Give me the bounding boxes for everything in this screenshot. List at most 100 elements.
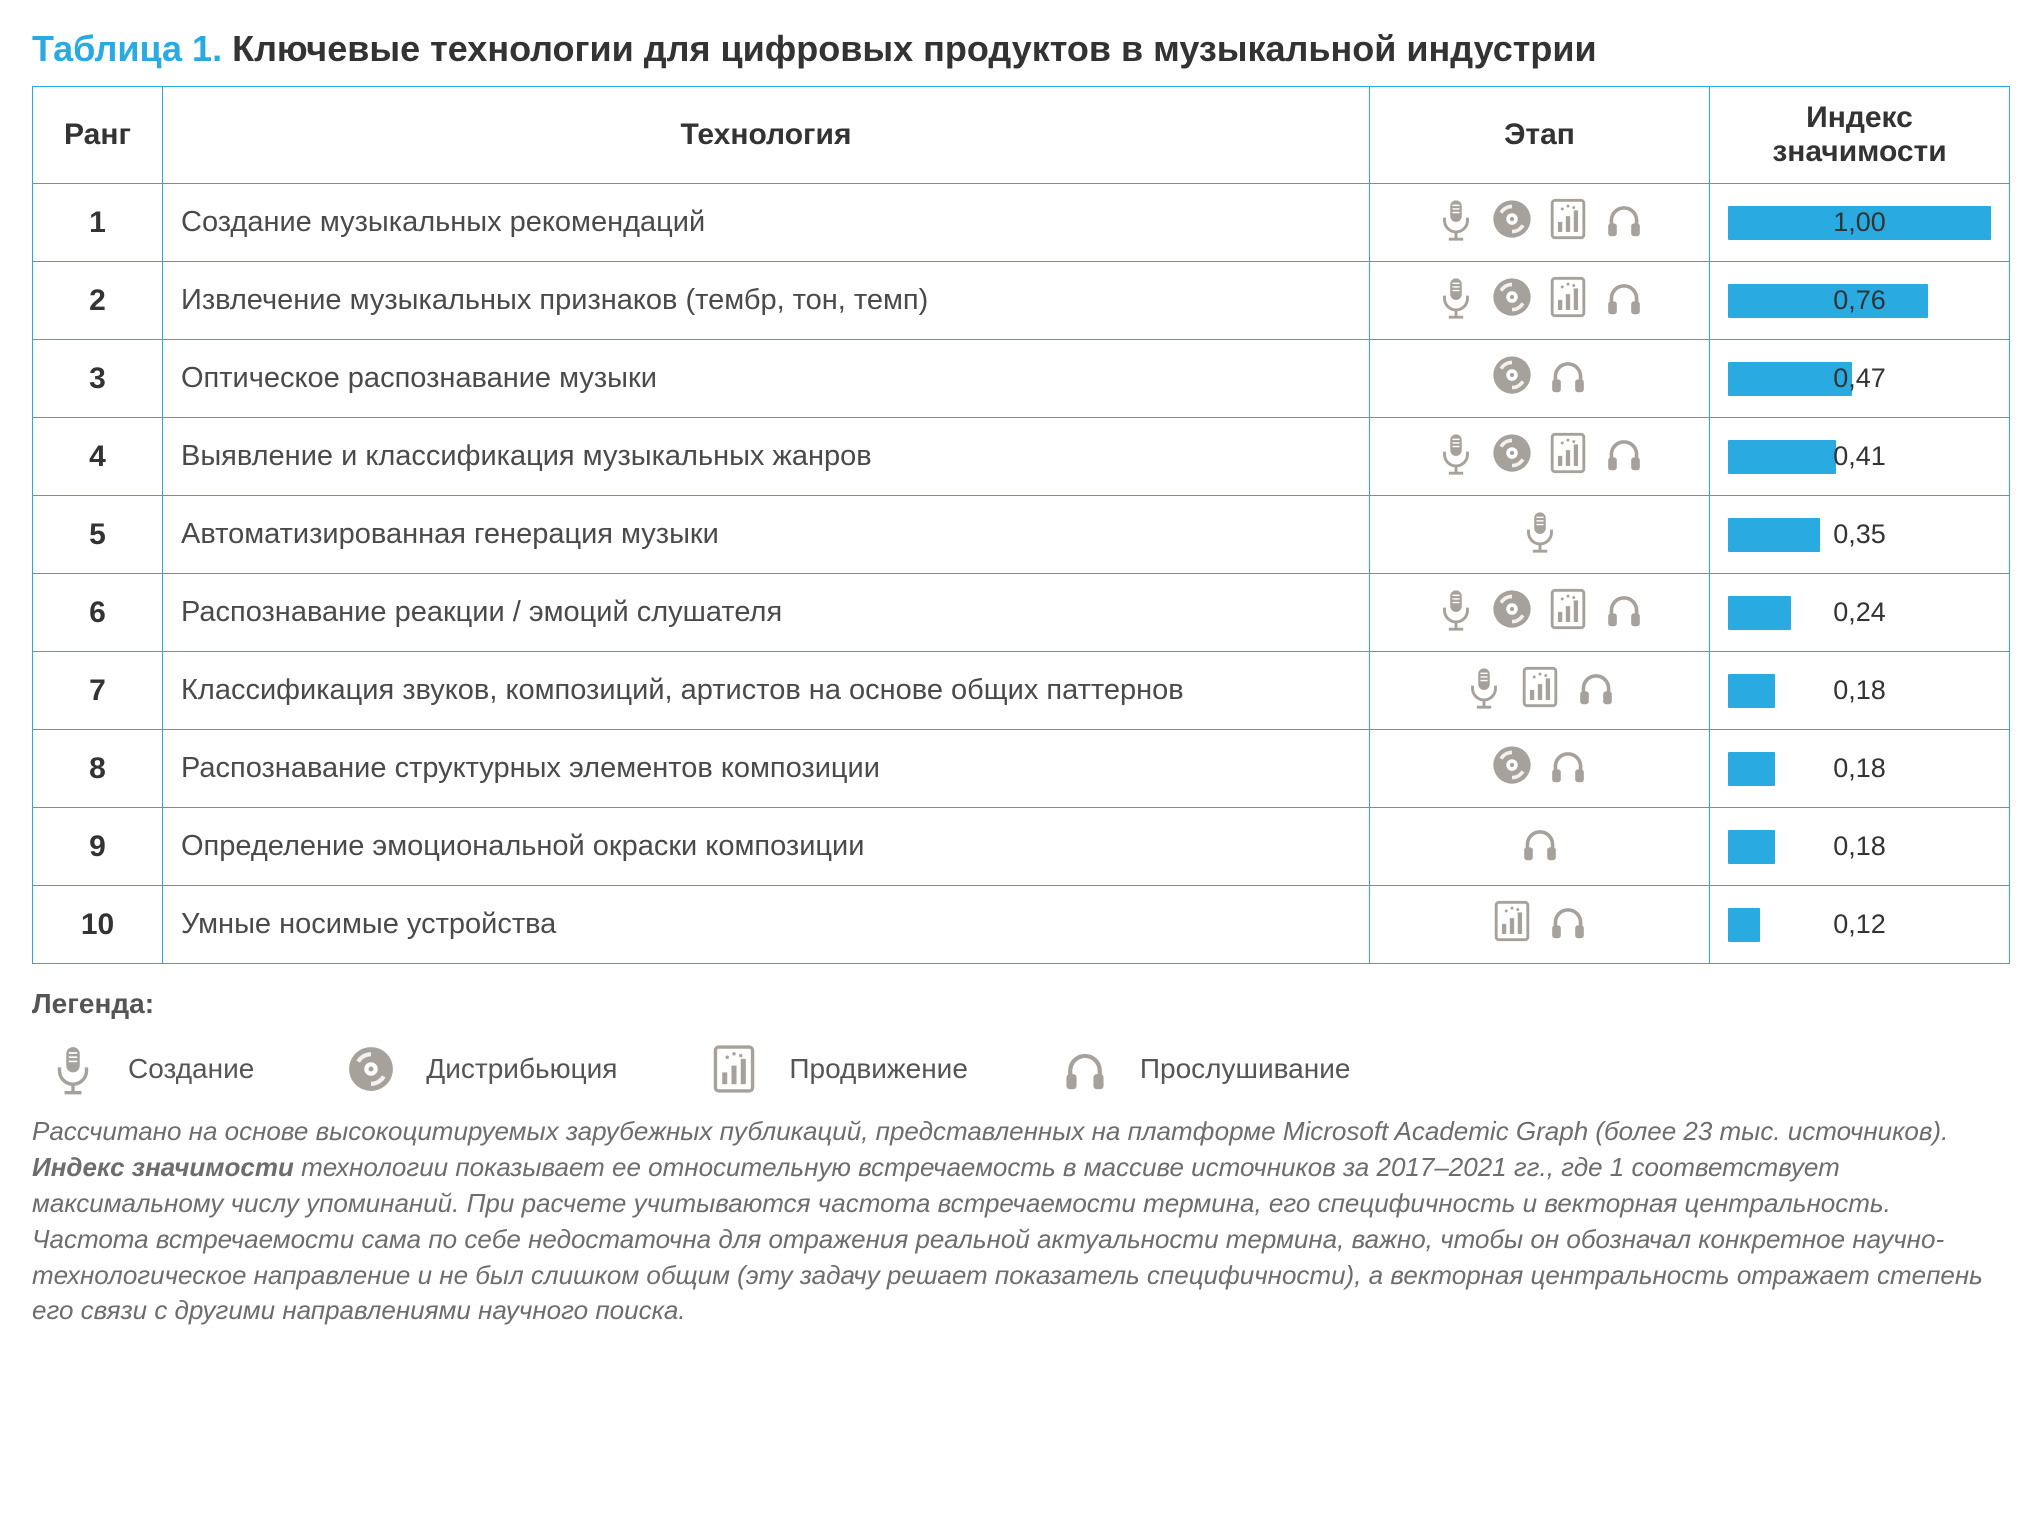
rank-cell: 8 [33,730,163,808]
technology-cell: Извлечение музыкальных признаков (тембр,… [163,262,1370,340]
legend-item: Дистрибьюция [344,1042,617,1096]
index-value: 0,76 [1728,280,1991,322]
technology-cell: Выявление и классификация музыкальных жа… [163,418,1370,496]
disc-icon [1489,274,1535,320]
rank-cell: 3 [33,340,163,418]
footnote-line1: Рассчитано на основе высокоцитируемых за… [32,1116,1948,1146]
table-title: Таблица 1. Ключевые технологии для цифро… [32,28,2010,70]
index-value: 0,41 [1728,436,1991,478]
table-row: 2Извлечение музыкальных признаков (тембр… [33,262,2010,340]
rank-cell: 7 [33,652,163,730]
stage-icons [1517,820,1563,866]
index-cell: 0,24 [1710,574,2010,652]
table-row: 5Автоматизированная генерация музыки 0,3… [33,496,2010,574]
index-cell: 0,18 [1710,730,2010,808]
table-title-text: Ключевые технологии для цифровых продукт… [232,28,1597,69]
headphones-icon [1545,352,1591,398]
footnote: Рассчитано на основе высокоцитируемых за… [32,1114,2010,1329]
headphones-icon [1601,274,1647,320]
mic-icon [46,1042,100,1096]
rank-cell: 10 [33,886,163,964]
chart-icon [707,1042,761,1096]
index-value: 0,18 [1728,826,1991,868]
headphones-icon [1601,430,1647,476]
rank-cell: 9 [33,808,163,886]
rank-cell: 4 [33,418,163,496]
disc-icon [1489,742,1535,788]
legend-row: Создание Дистрибьюция Продвижение Прослушив… [46,1042,2010,1096]
headphones-icon [1545,742,1591,788]
chart-icon [1489,898,1535,944]
table-label: Таблица 1. [32,28,222,69]
index-cell: 0,41 [1710,418,2010,496]
technology-cell: Автоматизированная генерация музыки [163,496,1370,574]
table-row: 4Выявление и классификация музыкальных ж… [33,418,2010,496]
index-bar-wrap: 0,35 [1728,514,1991,556]
index-cell: 0,12 [1710,886,2010,964]
index-cell: 0,76 [1710,262,2010,340]
technology-cell: Распознавание реакции / эмоций слушателя [163,574,1370,652]
technology-cell: Определение эмоциональной окраски композ… [163,808,1370,886]
mic-icon [1517,508,1563,554]
index-bar-wrap: 0,12 [1728,904,1991,946]
mic-icon [1433,430,1479,476]
legend-item: Продвижение [707,1042,968,1096]
technology-cell: Умные носимые устройства [163,886,1370,964]
table-row: 1Создание музыкальных рекомендаций 1,00 [33,184,2010,262]
headphones-icon [1058,1042,1112,1096]
index-value: 0,18 [1728,670,1991,712]
stage-icons [1433,274,1647,320]
table-row: 7Классификация звуков, композиций, артис… [33,652,2010,730]
legend-label: Создание [128,1053,254,1085]
technologies-table: Ранг Технология Этап Индекс значимости 1… [32,86,2010,964]
col-rank: Ранг [33,87,163,184]
legend-item: Прослушивание [1058,1042,1351,1096]
disc-icon [344,1042,398,1096]
index-bar-wrap: 0,47 [1728,358,1991,400]
stage-cell [1370,418,1710,496]
mic-icon [1433,586,1479,632]
headphones-icon [1601,196,1647,242]
footnote-rest: технологии показывает ее относительную в… [32,1152,1983,1326]
stage-cell [1370,184,1710,262]
table-row: 6Распознавание реакции / эмоций слушател… [33,574,2010,652]
disc-icon [1489,430,1535,476]
stage-cell [1370,652,1710,730]
stage-cell [1370,340,1710,418]
index-value: 0,12 [1728,904,1991,946]
index-bar-wrap: 0,24 [1728,592,1991,634]
rank-cell: 5 [33,496,163,574]
stage-cell [1370,496,1710,574]
index-value: 1,00 [1728,202,1991,244]
chart-icon [1545,430,1591,476]
index-bar-wrap: 0,18 [1728,748,1991,790]
index-bar-wrap: 0,41 [1728,436,1991,478]
stage-cell [1370,730,1710,808]
stage-cell [1370,262,1710,340]
col-technology: Технология [163,87,1370,184]
index-bar-wrap: 0,76 [1728,280,1991,322]
table-row: 3Оптическое распознавание музыки 0,47 [33,340,2010,418]
table-row: 8Распознавание структурных элементов ком… [33,730,2010,808]
stage-icons [1433,196,1647,242]
stage-icons [1461,664,1619,710]
technology-cell: Классификация звуков, композиций, артист… [163,652,1370,730]
table-row: 10Умные носимые устройства 0,12 [33,886,2010,964]
headphones-icon [1517,820,1563,866]
technology-cell: Распознавание структурных элементов комп… [163,730,1370,808]
stage-cell [1370,808,1710,886]
rank-cell: 2 [33,262,163,340]
chart-icon [1545,586,1591,632]
stage-icons [1517,508,1563,554]
headphones-icon [1601,586,1647,632]
col-stage: Этап [1370,87,1710,184]
legend-title: Легенда: [32,988,2010,1020]
disc-icon [1489,352,1535,398]
index-cell: 0,35 [1710,496,2010,574]
stage-cell [1370,886,1710,964]
mic-icon [1433,196,1479,242]
legend-label: Продвижение [789,1053,968,1085]
table-row: 9Определение эмоциональной окраски компо… [33,808,2010,886]
index-cell: 1,00 [1710,184,2010,262]
technology-cell: Создание музыкальных рекомендаций [163,184,1370,262]
